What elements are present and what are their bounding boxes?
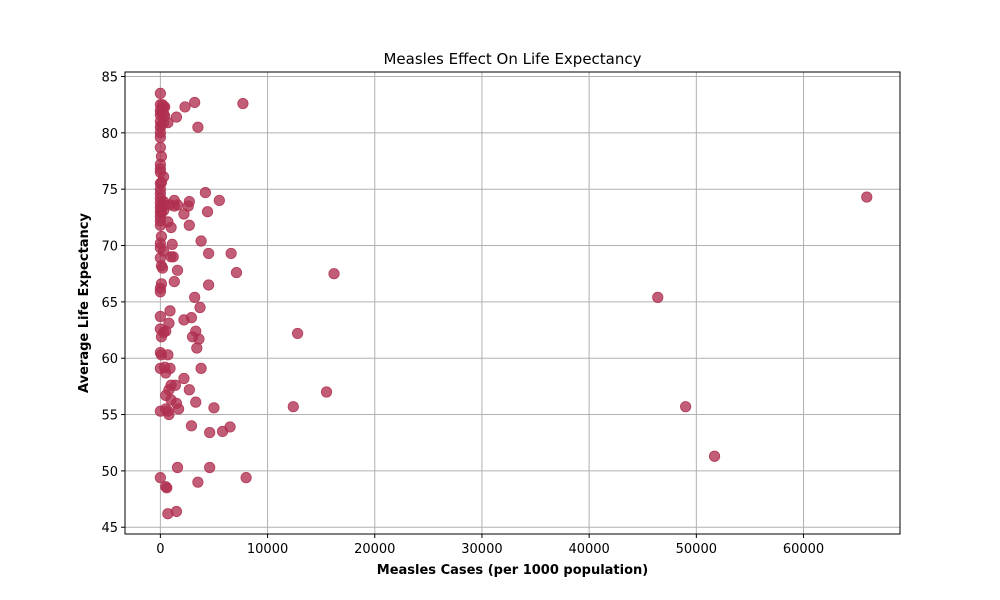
data-point bbox=[224, 421, 236, 433]
data-point bbox=[208, 402, 220, 414]
data-point bbox=[169, 379, 181, 391]
data-point bbox=[320, 386, 333, 398]
data-point bbox=[183, 195, 195, 208]
plot-frame bbox=[124, 71, 901, 535]
y-tick-label: 85 bbox=[101, 71, 118, 86]
data-point bbox=[162, 117, 174, 129]
data-point bbox=[172, 403, 185, 415]
data-point bbox=[190, 396, 202, 408]
data-point bbox=[171, 461, 184, 474]
data-point bbox=[287, 401, 299, 413]
data-point bbox=[163, 317, 175, 329]
data-point bbox=[183, 384, 195, 396]
x-tick-label: 60000 bbox=[783, 542, 824, 557]
data-point bbox=[163, 408, 175, 421]
data-point bbox=[162, 349, 174, 361]
data-point bbox=[154, 87, 166, 100]
axis-ticks: 0 10000 20000 30000 40000 50000 60000 45 50 55 60 6… bbox=[101, 71, 824, 557]
x-tick-label: 50000 bbox=[676, 542, 717, 557]
data-point bbox=[189, 96, 201, 109]
x-axis-label: Measles Cases (per 1000 population) bbox=[377, 563, 648, 578]
y-tick-label: 45 bbox=[101, 521, 118, 536]
data-point bbox=[204, 461, 216, 474]
data-point bbox=[164, 362, 176, 374]
data-point bbox=[155, 150, 168, 163]
data-point bbox=[189, 291, 201, 303]
grid bbox=[125, 72, 900, 534]
data-point bbox=[328, 268, 340, 280]
data-point bbox=[170, 111, 183, 123]
data-point bbox=[861, 191, 873, 203]
data-point bbox=[157, 171, 170, 183]
data-point bbox=[171, 199, 184, 211]
data-point bbox=[185, 312, 198, 324]
data-point bbox=[168, 275, 180, 288]
data-point bbox=[680, 401, 692, 413]
data-point bbox=[199, 186, 211, 199]
data-point bbox=[170, 505, 183, 518]
data-point bbox=[225, 247, 237, 260]
data-point bbox=[166, 238, 178, 251]
data-point bbox=[192, 121, 204, 133]
data-point bbox=[164, 305, 176, 317]
y-tick-label: 80 bbox=[101, 127, 118, 142]
y-tick-label: 55 bbox=[101, 409, 118, 424]
x-tick-label: 40000 bbox=[568, 542, 609, 557]
y-axis-label: Average Life Expectancy bbox=[77, 212, 92, 393]
data-point bbox=[240, 472, 252, 484]
data-point bbox=[192, 476, 204, 488]
data-point bbox=[154, 472, 166, 484]
data-point bbox=[167, 251, 179, 263]
data-point bbox=[156, 262, 169, 274]
data-point bbox=[161, 482, 173, 494]
y-tick-label: 60 bbox=[101, 352, 118, 367]
scatter-points bbox=[154, 87, 873, 520]
data-point bbox=[179, 101, 191, 113]
y-tick-label: 75 bbox=[101, 183, 118, 198]
data-point bbox=[157, 245, 170, 257]
data-point bbox=[230, 266, 243, 279]
data-point bbox=[155, 230, 168, 243]
data-point bbox=[237, 97, 249, 110]
data-point bbox=[201, 206, 214, 218]
data-point bbox=[155, 278, 168, 290]
data-point bbox=[708, 450, 721, 462]
data-point bbox=[204, 426, 216, 439]
data-point bbox=[195, 362, 207, 374]
data-point bbox=[178, 372, 190, 385]
x-tick-label: 10000 bbox=[247, 542, 288, 557]
y-tick-label: 65 bbox=[101, 296, 118, 311]
x-tick-label: 20000 bbox=[354, 542, 395, 557]
data-point bbox=[195, 235, 207, 247]
data-point bbox=[171, 264, 184, 276]
data-point bbox=[183, 219, 195, 231]
x-tick-label: 30000 bbox=[461, 542, 502, 557]
data-point bbox=[203, 279, 215, 291]
x-tick-label: 0 bbox=[156, 542, 164, 557]
data-point bbox=[165, 221, 177, 234]
data-point bbox=[154, 310, 166, 323]
data-point bbox=[652, 291, 664, 303]
data-point bbox=[213, 194, 225, 207]
data-point bbox=[193, 333, 205, 345]
data-point bbox=[291, 327, 304, 340]
y-tick-label: 50 bbox=[101, 465, 118, 480]
data-point bbox=[194, 301, 206, 314]
chart-title: Measles Effect On Life Expectancy bbox=[383, 50, 641, 68]
y-tick-label: 70 bbox=[101, 240, 118, 255]
data-point bbox=[203, 247, 215, 260]
data-point bbox=[154, 131, 166, 143]
data-point bbox=[185, 420, 198, 432]
